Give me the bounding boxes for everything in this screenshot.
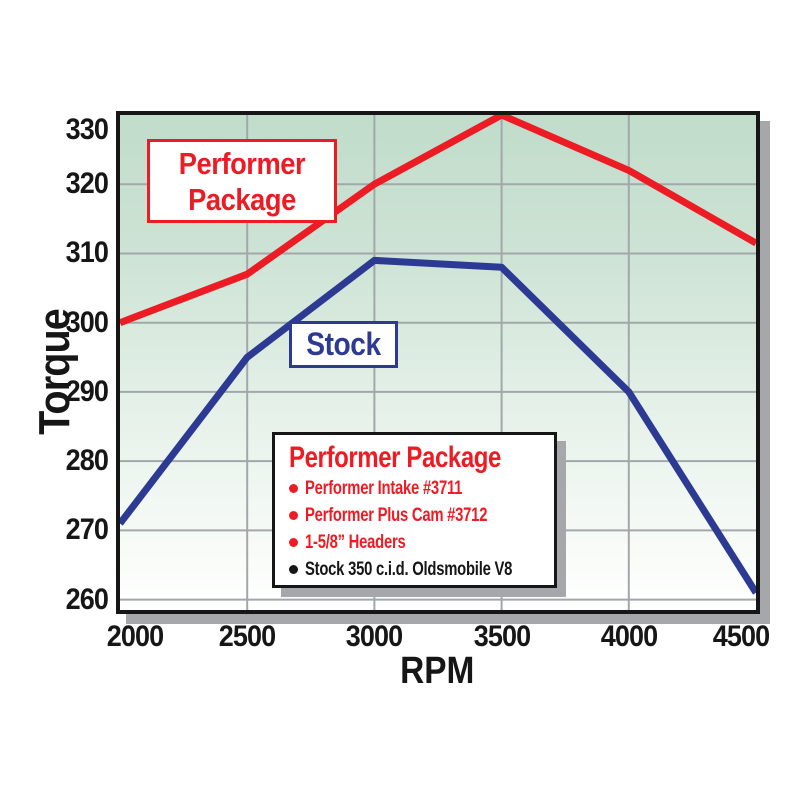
y-tick-label-290: 290 [65,374,109,408]
x-tick-label-3000: 3000 [346,620,403,653]
legend-bullet-icon [289,484,298,493]
legend-item: 1-5/8” Headers [289,529,548,556]
y-tick-label-280: 280 [65,444,109,478]
x-tick-label-3500: 3500 [473,620,530,653]
x-tick-label-4500: 4500 [712,620,770,653]
legend-bullet-icon [289,565,298,574]
legend-item-label: 1-5/8” Headers [305,531,406,553]
performer-package-callout-line1: Performer [178,146,306,181]
legend-item: Performer Plus Cam #3712 [289,502,548,529]
performer-package-line [120,115,756,326]
y-tick-label-320: 320 [65,167,109,201]
y-tick-label-270: 270 [65,513,109,547]
stock-callout-label: Stock [306,326,381,362]
y-tick-label-310: 310 [65,236,109,270]
x-tick-label-2000: 2000 [106,620,164,653]
stock-line [120,256,756,595]
x-axis-title: RPM [337,649,537,692]
x-axis-title-text: RPM [399,649,475,692]
legend-item-label: Performer Plus Cam #3712 [305,504,488,526]
x-tick-label-4000: 4000 [600,620,658,653]
performer-package-callout-line2: Package [188,182,296,217]
plot-area: Performer Package Stock Performer Packag… [116,111,760,614]
legend-title: Performer Package [289,441,501,474]
legend-item-label: Performer Intake #3711 [305,477,463,499]
legend-item: Stock 350 c.i.d. Oldsmobile V8 [289,556,548,583]
y-tick-label-260: 260 [65,582,109,616]
y-tick-label-330: 330 [65,113,109,146]
legend-bullet-icon [289,538,298,547]
legend-bullet-icon [289,511,298,520]
performer-package-callout: Performer Package [147,139,337,223]
legend-items: Performer Intake #3711 Performer Plus Cam… [289,475,548,583]
legend-item: Performer Intake #3711 [289,475,548,502]
x-tick-label-2500: 2500 [218,620,276,653]
legend-box: Performer Package Performer Intake #3711… [272,432,557,588]
stock-callout: Stock [289,321,398,368]
legend-item-label: Stock 350 c.i.d. Oldsmobile V8 [305,558,513,580]
y-tick-label-300: 300 [65,305,109,339]
